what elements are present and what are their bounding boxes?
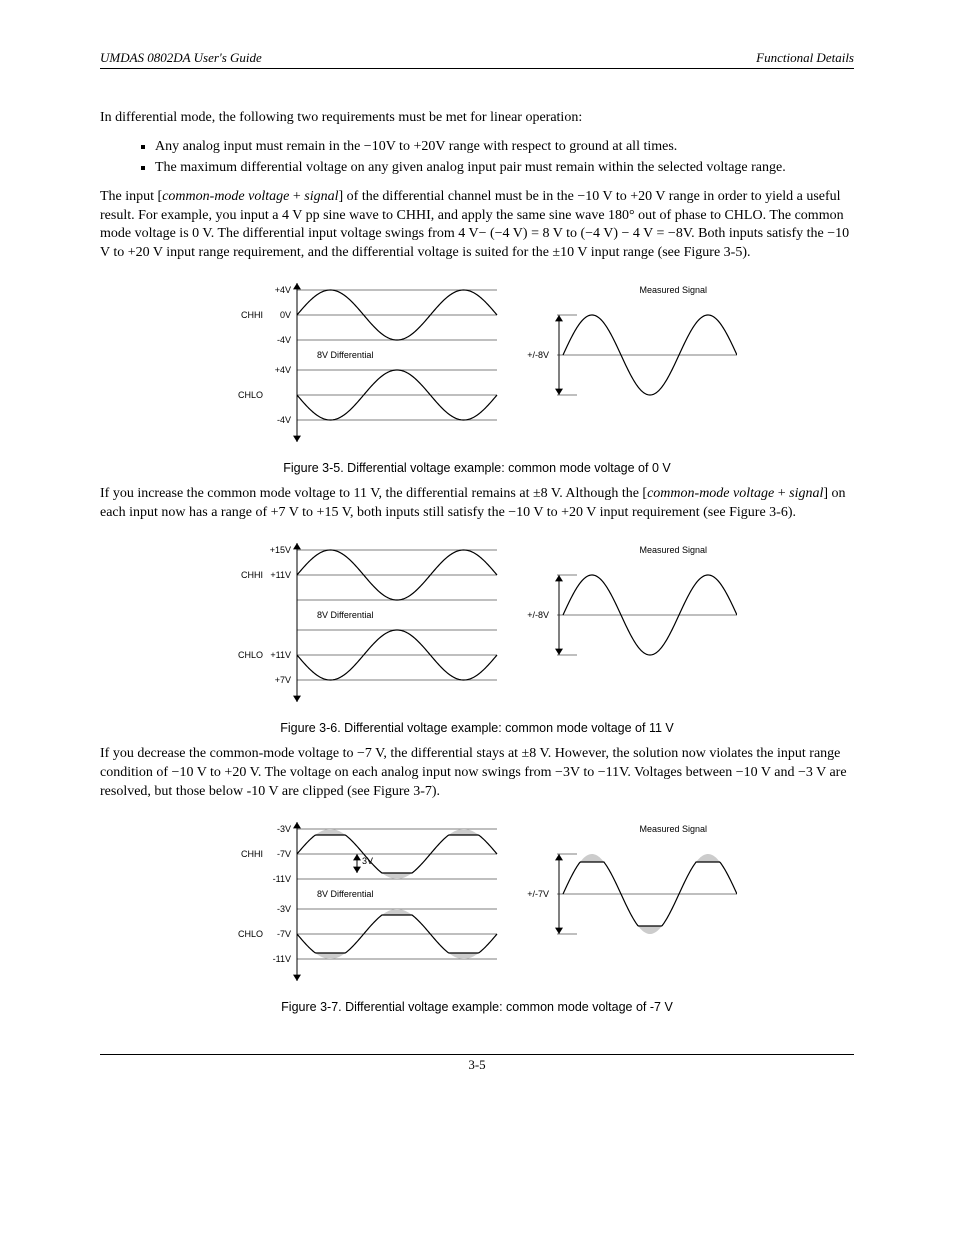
svg-text:+4V: +4V	[275, 285, 291, 295]
figure-3-6-caption: Figure 3-6. Differential voltage example…	[100, 721, 854, 735]
svg-text:CHHI: CHHI	[241, 570, 263, 580]
svg-text:CHLO: CHLO	[238, 390, 263, 400]
list-item: Any analog input must remain in the −10V…	[155, 138, 854, 157]
svg-text:-3V: -3V	[277, 824, 291, 834]
svg-text:Measured Signal: Measured Signal	[639, 285, 707, 295]
header-right: Functional Details	[756, 50, 854, 66]
figure-3-7-svg: -3V -7V -11V CHHI -3V -7V -11V CHLO 8V Different…	[217, 814, 737, 989]
svg-text:+4V: +4V	[275, 365, 291, 375]
svg-text:+11V: +11V	[270, 570, 291, 580]
svg-text:-7V: -7V	[277, 929, 291, 939]
list-item: The maximum differential voltage on any …	[155, 159, 854, 178]
svg-text:Measured Signal: Measured Signal	[639, 545, 707, 555]
page-number: 3-5	[468, 1057, 485, 1072]
svg-text:CHHI: CHHI	[241, 849, 263, 859]
para-2: If you increase the common mode voltage …	[100, 485, 854, 523]
svg-text:-11V: -11V	[273, 954, 291, 964]
svg-text:-4V: -4V	[277, 415, 291, 425]
svg-text:+15V: +15V	[270, 545, 291, 555]
requirements-list: Any analog input must remain in the −10V…	[100, 138, 854, 178]
svg-text:+11V: +11V	[270, 650, 291, 660]
svg-text:-11V: -11V	[273, 874, 291, 884]
svg-text:+7V: +7V	[275, 675, 291, 685]
svg-text:CHHI: CHHI	[241, 310, 263, 320]
svg-text:CHLO: CHLO	[238, 929, 263, 939]
figure-3-6-svg: +15V +11V CHHI +11V +7V CHLO 8V Differential +/…	[217, 535, 737, 710]
svg-text:+/-8V: +/-8V	[527, 350, 549, 360]
header-left: UMDAS 0802DA User's Guide	[100, 50, 262, 66]
svg-text:-3V: -3V	[277, 904, 291, 914]
svg-text:+/-8V: +/-8V	[527, 610, 549, 620]
svg-text:0V: 0V	[280, 310, 291, 320]
figure-3-5-caption: Figure 3-5. Differential voltage example…	[100, 461, 854, 475]
svg-text:-7V: -7V	[277, 849, 291, 859]
svg-text:Measured Signal: Measured Signal	[639, 824, 707, 834]
intro-para: In differential mode, the following two …	[100, 109, 854, 128]
svg-text:8V Differential: 8V Differential	[317, 610, 373, 620]
svg-text:8V Differential: 8V Differential	[317, 350, 373, 360]
figure-3-5: +4V 0V -4V CHHI +4V -4V CHLO 8V Differential +/-…	[100, 275, 854, 475]
svg-text:8V Differential: 8V Differential	[317, 889, 373, 899]
svg-text:3V: 3V	[362, 856, 373, 866]
para-1: The input [common-mode voltage + signal]…	[100, 188, 854, 264]
figure-3-5-svg: +4V 0V -4V CHHI +4V -4V CHLO 8V Differential +/-…	[217, 275, 737, 450]
figure-3-6: +15V +11V CHHI +11V +7V CHLO 8V Differential +/…	[100, 535, 854, 735]
svg-text:+/-7V: +/-7V	[527, 889, 549, 899]
page-header: UMDAS 0802DA User's Guide Functional Det…	[100, 50, 854, 69]
figure-3-7: -3V -7V -11V CHHI -3V -7V -11V CHLO 8V Different…	[100, 814, 854, 1014]
svg-text:CHLO: CHLO	[238, 650, 263, 660]
figure-3-7-caption: Figure 3-7. Differential voltage example…	[100, 1000, 854, 1014]
svg-text:-4V: -4V	[277, 335, 291, 345]
para-3: If you decrease the common-mode voltage …	[100, 745, 854, 802]
page-footer: 3-5	[100, 1054, 854, 1073]
